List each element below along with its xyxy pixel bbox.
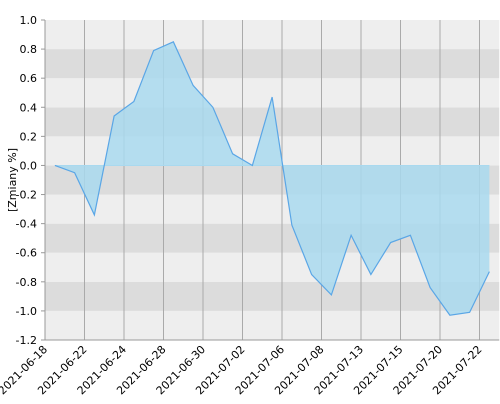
y-tick-label: 0.2 (20, 130, 38, 143)
grid-band (45, 310, 500, 340)
line (54, 41, 490, 316)
y-tick-label: 0.0 (20, 159, 38, 172)
y-tick-label: -0.2 (16, 189, 37, 202)
grid-band (45, 281, 500, 311)
y-tick-label: 0.6 (20, 72, 38, 85)
grid-band (45, 49, 500, 79)
y-tick-label: 1.0 (20, 14, 38, 27)
y-tick-label: -0.4 (16, 218, 37, 231)
y-axis-label: [Zmiany %] (6, 148, 19, 212)
grid-band (45, 20, 500, 50)
y-tick-label: -1.2 (16, 334, 37, 347)
y-tick-label: 0.4 (20, 101, 38, 114)
area-fill (54, 41, 490, 316)
y-tick-label: -0.6 (16, 247, 37, 260)
y-tick-label: -1.0 (16, 305, 37, 318)
y-tick-label: 0.8 (20, 43, 38, 56)
y-tick-label: -0.8 (16, 276, 37, 289)
